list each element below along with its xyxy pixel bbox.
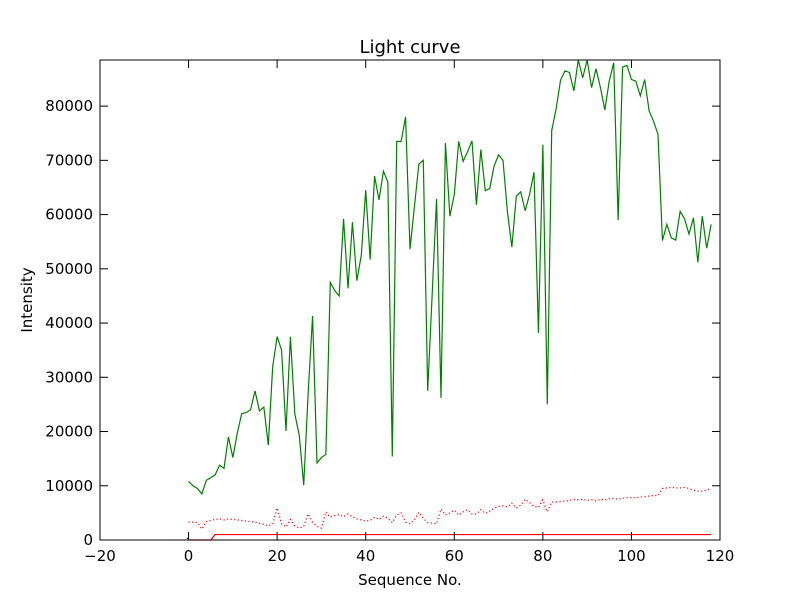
y-tick-label: 60000 [45,206,93,224]
x-tick-label: 120 [706,547,735,565]
y-axis-ticks: 0 10000 20000 30000 40000 50000 60000 70000 8000… [45,97,720,549]
chart-title: Light curve [359,37,460,58]
y-tick-label: 10000 [45,477,93,495]
y-tick-label: 80000 [45,97,93,115]
series-line-0 [188,59,712,496]
y-tick-label: 40000 [45,314,93,332]
plot-frame [99,59,721,541]
y-tick-label: 70000 [45,151,93,169]
x-axis-ticks: −20 0 20 40 60 80 100 120 [84,60,734,565]
x-tick-label: 40 [356,547,375,565]
x-tick-label: 100 [617,547,646,565]
series-line-1 [188,486,712,531]
plot-area [100,60,720,540]
x-tick-label: 20 [268,547,287,565]
x-tick-label: 0 [184,547,194,565]
y-tick-label: 0 [83,531,93,549]
y-tick-label: 20000 [45,423,93,441]
x-tick-label: 60 [445,547,464,565]
x-tick-label: −20 [84,547,116,565]
y-tick-label: 50000 [45,260,93,278]
x-tick-label: 80 [533,547,552,565]
y-axis-label: Intensity [18,267,36,332]
x-axis-label: Sequence No. [358,571,462,589]
y-tick-label: 30000 [45,368,93,386]
